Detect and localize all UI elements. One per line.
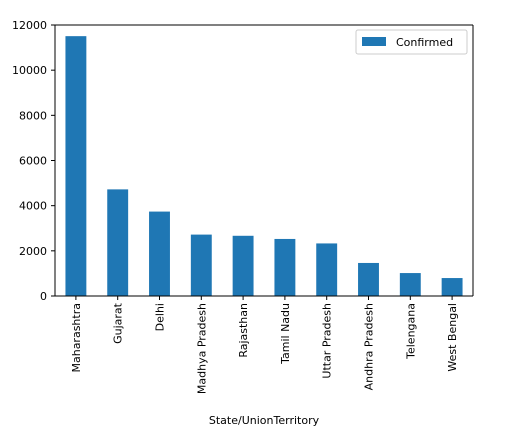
x-tick-label: Uttar Pradesh — [321, 303, 334, 379]
x-tick-label: Madhya Pradesh — [195, 303, 208, 394]
y-tick-label: 0 — [40, 290, 47, 303]
x-tick-label: Telengana — [404, 303, 417, 360]
bar-tamil-nadu — [274, 238, 296, 296]
legend: Confirmed — [355, 29, 468, 55]
bar-delhi — [149, 211, 170, 296]
x-axis-title: State/UnionTerritory — [209, 414, 320, 427]
y-tick-label: 6000 — [19, 155, 47, 168]
y-tick-label: 2000 — [19, 245, 47, 258]
bar-west-bengal — [441, 278, 463, 296]
bar-maharashtra — [65, 36, 87, 296]
bar-gujarat — [107, 189, 129, 296]
legend-label: Confirmed — [396, 36, 453, 49]
bar-andhra-pradesh — [358, 262, 379, 296]
x-tick-label: Delhi — [154, 303, 167, 331]
x-tick-label: Rajasthan — [237, 303, 250, 358]
legend-swatch — [362, 37, 386, 46]
y-ticks: 0 2000 4000 6000 8000 10000 12000 — [12, 19, 55, 303]
legend-box — [355, 29, 468, 55]
x-tick-label: Andhra Pradesh — [363, 303, 376, 390]
y-tick-label: 10000 — [12, 64, 47, 77]
y-tick-label: 12000 — [12, 19, 47, 32]
x-tick-label: Maharashtra — [70, 303, 83, 373]
x-tick-label: West Bengal — [446, 303, 459, 372]
bar-telengana — [399, 273, 421, 296]
bar-madhya-pradesh — [190, 234, 212, 296]
bar-uttar-pradesh — [316, 243, 338, 296]
x-ticks: Maharashtra Gujarat Delhi Madhya Pradesh Raj… — [70, 296, 459, 394]
x-tick-label: Gujarat — [112, 302, 125, 344]
bar-rajasthan — [232, 235, 254, 296]
y-tick-label: 8000 — [19, 109, 47, 122]
bars-layer — [65, 36, 463, 296]
y-tick-label: 4000 — [19, 200, 47, 213]
x-tick-label: Tamil Nadu — [279, 303, 292, 365]
